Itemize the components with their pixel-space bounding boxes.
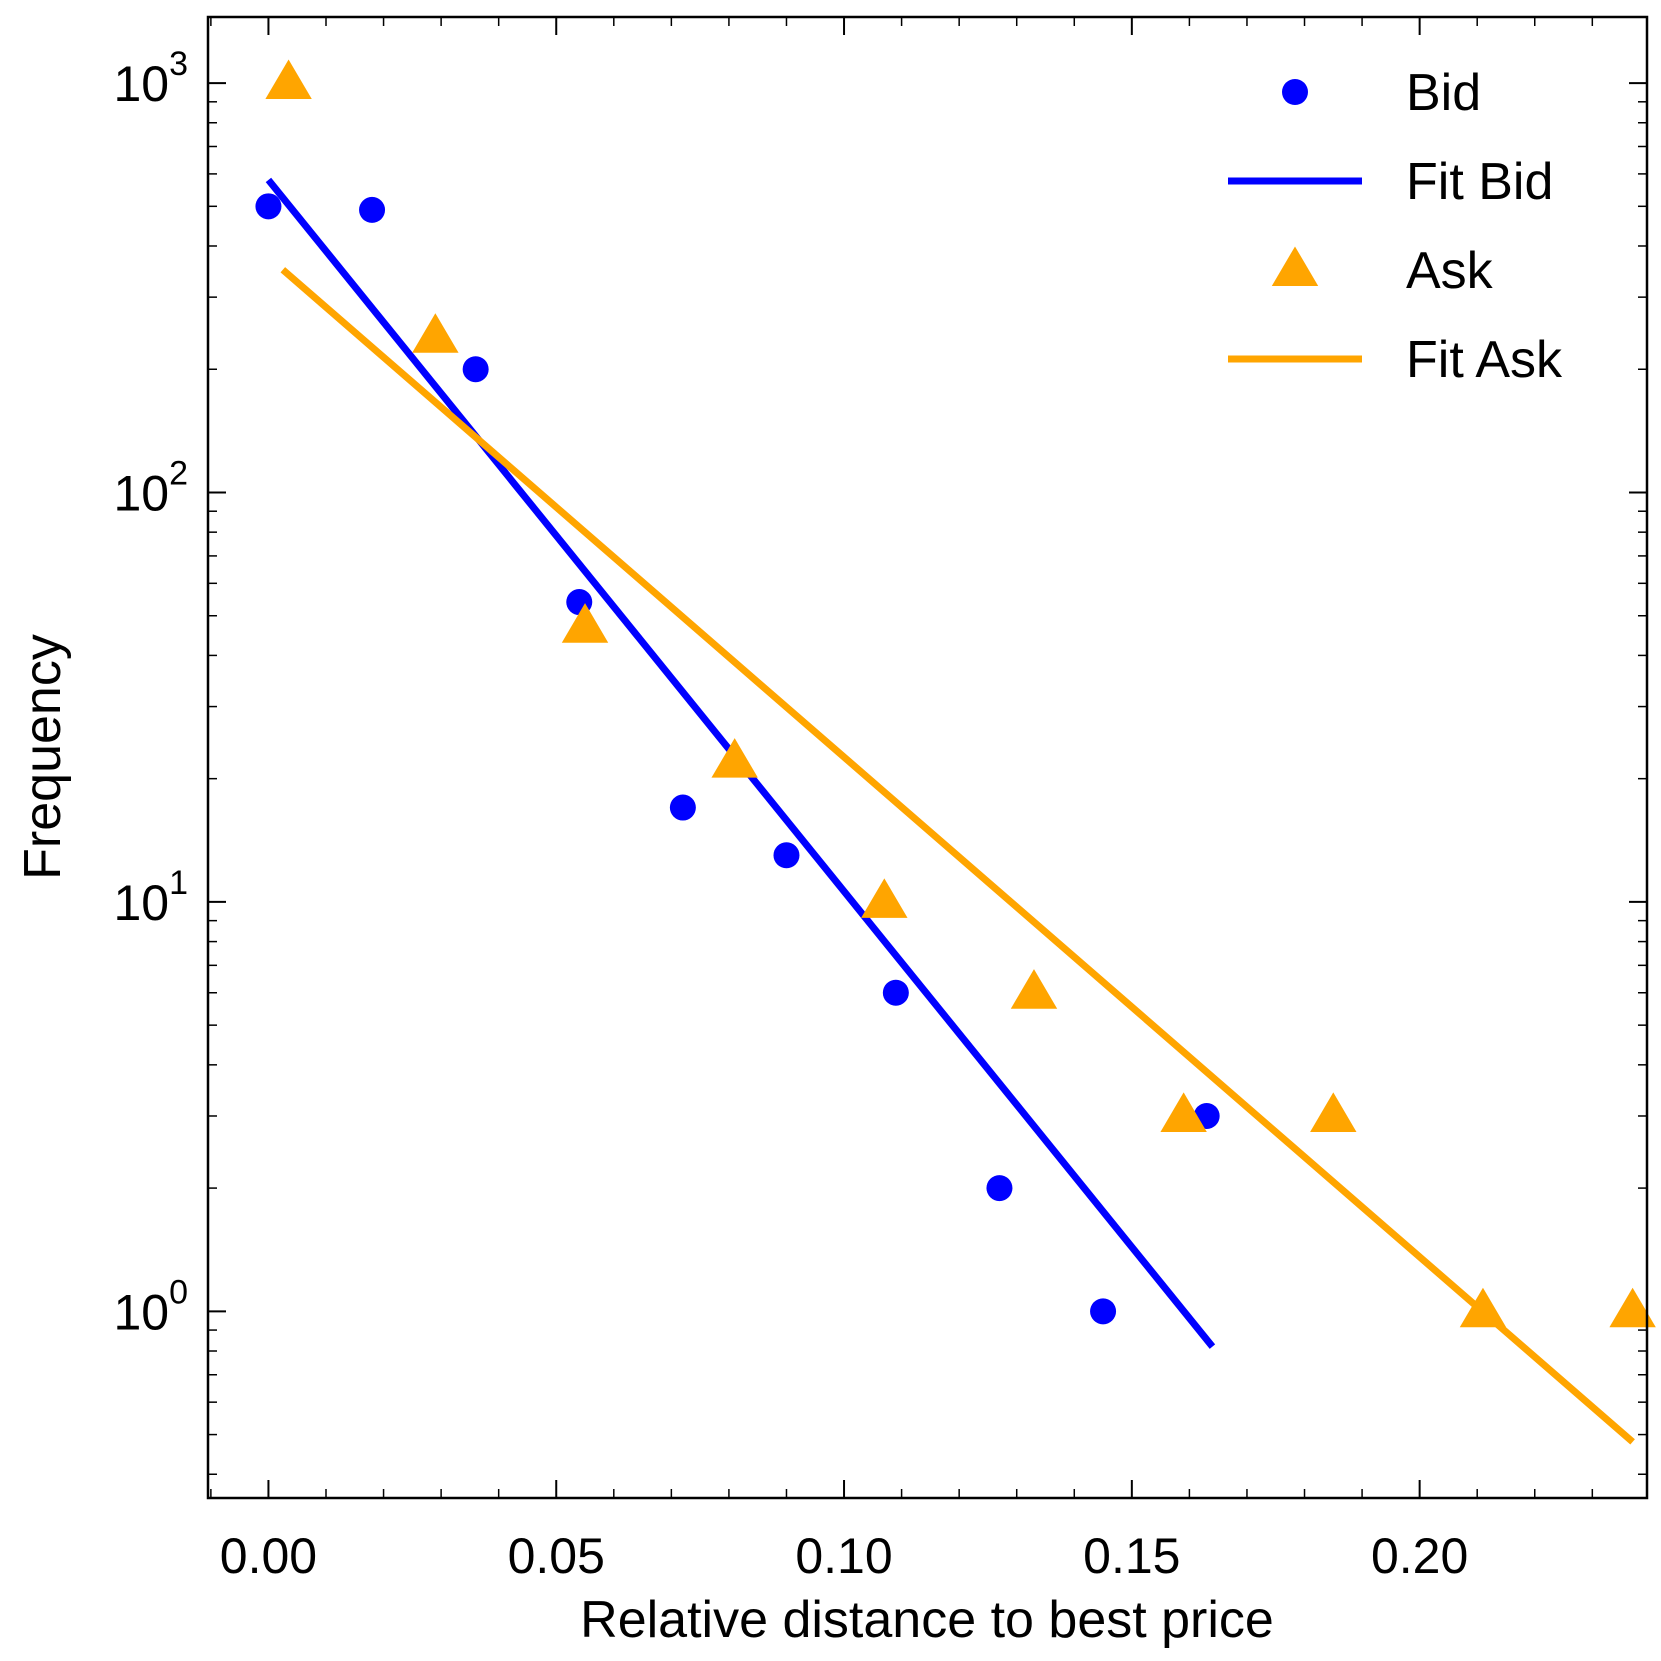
bid-point: [882, 979, 909, 1006]
ask-point: [1459, 1287, 1507, 1328]
legend: Bid Fit Bid Ask Fit Ask: [1228, 64, 1563, 389]
ask-point: [1160, 1092, 1207, 1132]
plot-frame: [206, 15, 1649, 1500]
ask-point: [1010, 969, 1058, 1009]
y-tick-label: 101: [113, 864, 188, 931]
x-tick-label: 0.10: [795, 1528, 892, 1584]
ask-point: [265, 59, 312, 100]
x-tick-label: 0.00: [220, 1528, 317, 1584]
bid-point: [986, 1175, 1013, 1202]
data-points: [255, 59, 1656, 1328]
ask-point: [1310, 1092, 1357, 1132]
legend-label-ask: Ask: [1406, 242, 1494, 300]
ask-point: [711, 738, 758, 778]
bid-point: [359, 196, 386, 223]
x-axis-label: Relative distance to best price: [580, 1591, 1274, 1649]
y-tick-label: 102: [113, 454, 188, 521]
y-tick-label: 103: [113, 45, 188, 112]
x-tick-label: 0.20: [1371, 1528, 1468, 1584]
bid-point: [773, 842, 800, 869]
ask-point: [861, 878, 908, 918]
tick-labels: 0.00 0.05 0.10 0.15 0.20 100 101 102 103: [113, 45, 1468, 1584]
x-tick-label: 0.15: [1083, 1528, 1180, 1584]
bid-point: [669, 794, 696, 821]
fit-ask-line: [280, 267, 1635, 1445]
legend-marker-bid: [1282, 79, 1308, 105]
ask-point: [412, 313, 459, 353]
bid-point: [462, 356, 489, 383]
y-tick-label: 100: [113, 1273, 188, 1340]
legend-label-bid: Bid: [1406, 64, 1481, 122]
bid-point: [1090, 1298, 1117, 1325]
legend-marker-ask: [1271, 246, 1319, 286]
legend-label-fit-bid: Fit Bid: [1406, 153, 1553, 211]
bid-point: [255, 193, 282, 220]
ask-point: [1609, 1287, 1656, 1328]
x-tick-label: 0.05: [508, 1528, 605, 1584]
legend-label-fit-ask: Fit Ask: [1406, 331, 1563, 389]
ticks-layer: [208, 17, 1647, 1498]
ask-point: [561, 603, 609, 643]
y-axis-label: Frequency: [14, 634, 72, 880]
